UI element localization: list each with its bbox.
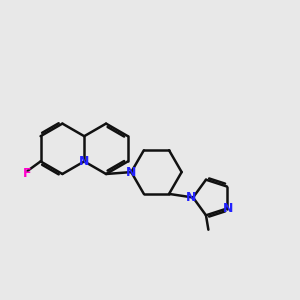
Text: N: N	[186, 191, 196, 204]
Text: F: F	[23, 167, 32, 180]
Text: N: N	[126, 166, 136, 178]
Text: N: N	[223, 202, 233, 215]
Text: N: N	[79, 155, 89, 168]
